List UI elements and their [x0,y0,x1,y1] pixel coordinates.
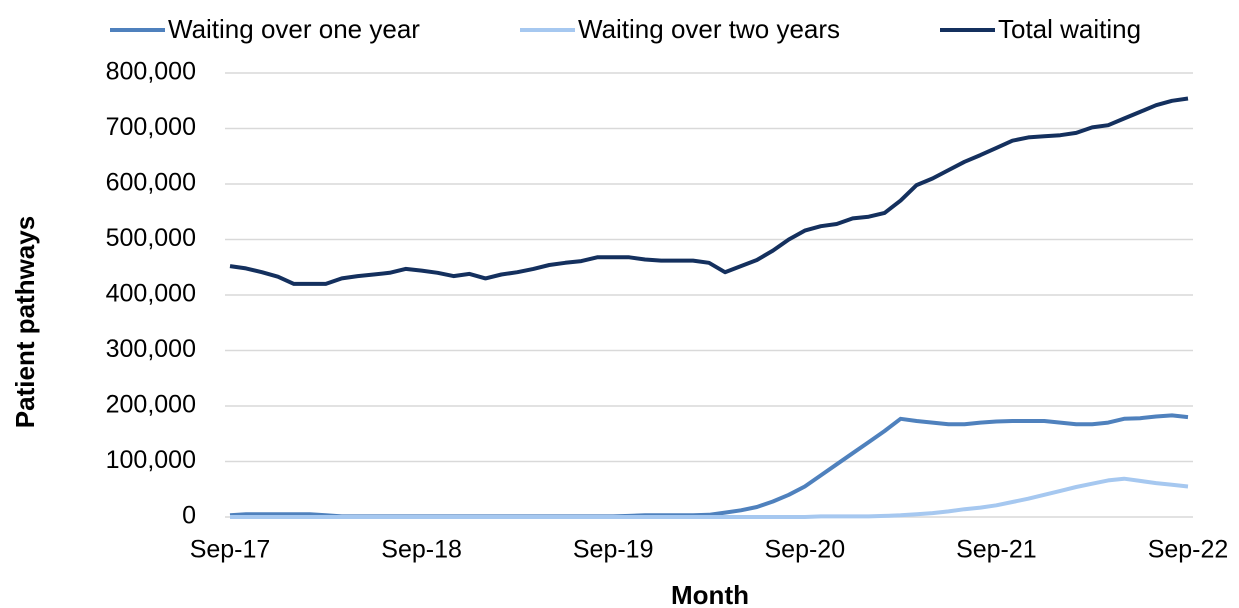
x-tick-label: Sep-22 [1148,536,1229,564]
line-series [229,413,1189,519]
legend-label: Waiting over two years [578,14,840,44]
y-tick-label: 400,000 [106,280,196,308]
y-tick-label: 300,000 [106,335,196,363]
x-tick-label: Sep-17 [190,536,271,564]
x-tick-label: Sep-20 [764,536,845,564]
x-tick-label: Sep-19 [573,536,654,564]
line-series [230,476,1189,519]
y-tick-label: 100,000 [106,446,196,474]
legend-label: Total waiting [998,14,1141,44]
x-tick-label: Sep-18 [381,536,462,564]
y-tick-label: 800,000 [106,58,196,86]
x-axis-label: Month [671,580,749,608]
y-tick-label: 600,000 [106,169,196,197]
y-axis-label: Patient pathways [10,216,40,428]
y-tick-label: 500,000 [106,224,196,252]
x-tick-label: Sep-21 [956,536,1037,564]
y-tick-label: 0 [182,502,196,530]
y-tick-label: 200,000 [106,391,196,419]
line-series [229,96,1189,286]
y-tick-label: 700,000 [106,113,196,141]
legend-label: Waiting over one year [168,14,420,44]
